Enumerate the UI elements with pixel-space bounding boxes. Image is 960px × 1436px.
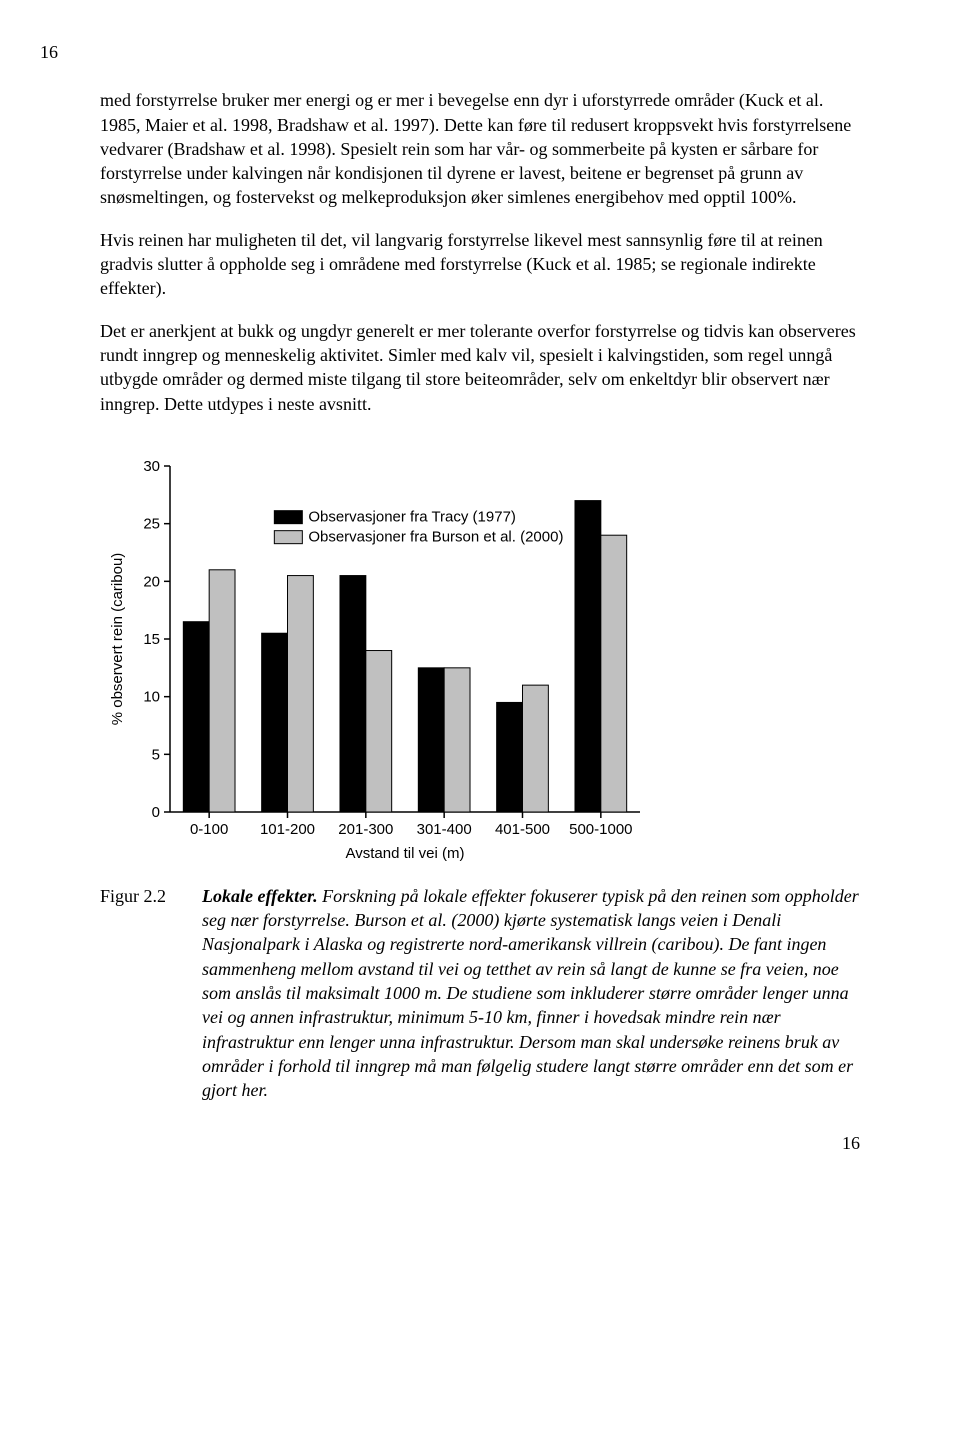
- svg-text:Avstand til vei (m): Avstand til vei (m): [346, 845, 465, 862]
- body-paragraph: Hvis reinen har muligheten til det, vil …: [100, 228, 860, 301]
- svg-text:30: 30: [143, 458, 160, 475]
- bar-chart: 0 5 10 15 20 25 30 % observert rein (caribou) 0-…: [100, 452, 660, 872]
- body-paragraph: med forstyrrelse bruker mer energi og er…: [100, 88, 860, 209]
- svg-text:10: 10: [143, 689, 160, 706]
- chart-svg: 0 5 10 15 20 25 30 % observert rein (caribou) 0-…: [100, 452, 660, 872]
- figure-caption: Figur 2.2 Lokale effekter. Forskning på …: [100, 884, 860, 1103]
- svg-text:Observasjoner fra Tracy (1977): Observasjoner fra Tracy (1977): [308, 509, 516, 526]
- caption-rest: Forskning på lokale effekter fokuserer t…: [202, 886, 859, 1100]
- svg-text:301-400: 301-400: [417, 821, 472, 838]
- caption-lead: Lokale effekter.: [202, 886, 318, 906]
- page-number-bottom: 16: [100, 1131, 860, 1155]
- svg-text:201-300: 201-300: [338, 821, 393, 838]
- figure-label: Figur 2.2: [100, 884, 166, 1103]
- svg-text:0: 0: [152, 804, 160, 821]
- svg-text:0-100: 0-100: [190, 821, 228, 838]
- svg-text:25: 25: [143, 516, 160, 533]
- svg-text:101-200: 101-200: [260, 821, 315, 838]
- svg-text:20: 20: [143, 573, 160, 590]
- svg-text:% observert rein (caribou): % observert rein (caribou): [109, 553, 126, 726]
- svg-text:5: 5: [152, 746, 160, 763]
- body-paragraph: Det er anerkjent at bukk og ungdyr gener…: [100, 319, 860, 416]
- figure-caption-body: Lokale effekter. Forskning på lokale eff…: [202, 884, 860, 1103]
- svg-text:Observasjoner fra Burson et al: Observasjoner fra Burson et al. (2000): [308, 529, 563, 546]
- page-number-top: 16: [40, 40, 860, 64]
- svg-text:15: 15: [143, 631, 160, 648]
- svg-text:500-1000: 500-1000: [569, 821, 632, 838]
- svg-text:401-500: 401-500: [495, 821, 550, 838]
